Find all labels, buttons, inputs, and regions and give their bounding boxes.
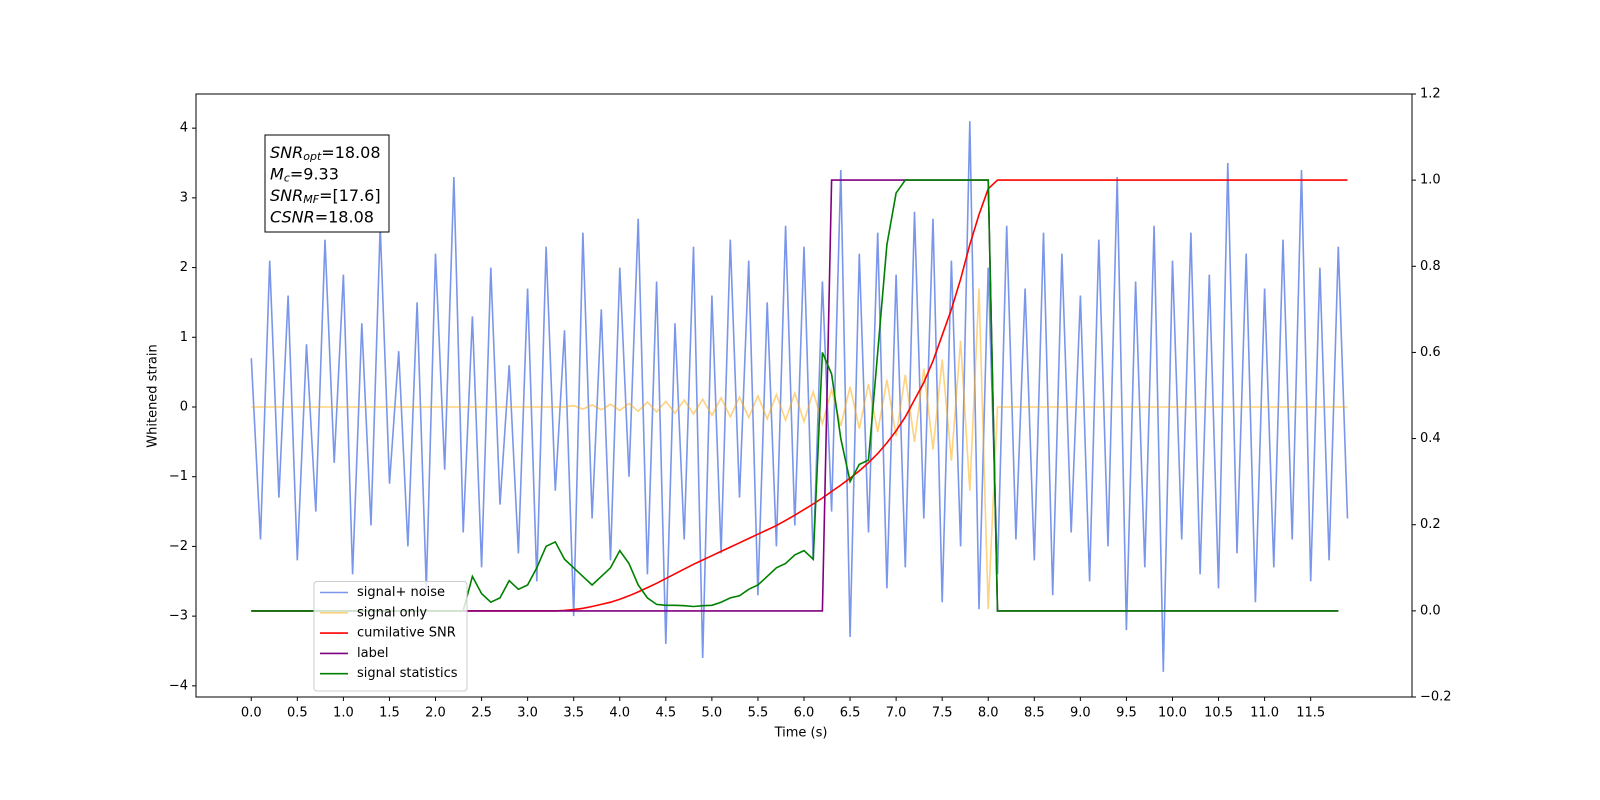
y-tick-label: 4 — [180, 121, 188, 136]
annotation-base: CSNR — [270, 207, 315, 226]
annotation-line: CSNR=18.08 — [270, 207, 374, 226]
legend-label: signal+ noise — [357, 585, 445, 600]
annotation-line: SNRMF=[17.6] — [270, 186, 381, 207]
y2-tick-label: 1.0 — [1420, 173, 1441, 188]
x-tick-label: 3.5 — [563, 706, 584, 721]
y-tick-label: −2 — [169, 539, 188, 554]
y2-tick-label: −0.2 — [1420, 690, 1452, 705]
annotation-line: SNRopt=18.08 — [270, 143, 381, 164]
x-tick-label: 8.5 — [1024, 706, 1045, 721]
x-tick-label: 10.0 — [1158, 706, 1187, 721]
x-tick-label: 11.0 — [1250, 706, 1279, 721]
annotation-rest: =18.08 — [315, 207, 374, 226]
x-tick-label: 2.0 — [425, 706, 446, 721]
x-tick-label: 5.5 — [748, 706, 769, 721]
x-tick-label: 11.5 — [1296, 706, 1325, 721]
legend-label: signal statistics — [357, 666, 458, 681]
x-tick-label: 9.5 — [1116, 706, 1137, 721]
annotation-base: M — [270, 164, 284, 183]
y-tick-label: 3 — [180, 190, 188, 205]
x-tick-label: 3.0 — [517, 706, 538, 721]
x-tick-label: 5.0 — [702, 706, 723, 721]
x-tick-label: 10.5 — [1204, 706, 1233, 721]
y2-tick-label: 0.2 — [1420, 517, 1441, 532]
x-tick-label: 6.5 — [840, 706, 861, 721]
x-tick-label: 8.0 — [978, 706, 999, 721]
x-tick-label: 7.0 — [886, 706, 907, 721]
y2-tick-label: 0.8 — [1420, 259, 1441, 274]
annotation-rest: =9.33 — [290, 164, 339, 183]
annotation-base: SNR — [270, 186, 303, 205]
annotation-rest: =18.08 — [321, 143, 380, 162]
y2-tick-label: 0.6 — [1420, 345, 1441, 360]
x-tick-label: 6.0 — [794, 706, 815, 721]
x-tick-label: 1.5 — [379, 706, 400, 721]
y-tick-label: 2 — [180, 260, 188, 275]
y2-tick-label: 1.2 — [1420, 87, 1441, 102]
legend-label: cumilative SNR — [357, 626, 456, 641]
y-tick-label: −1 — [169, 469, 188, 484]
annotation-base: SNR — [270, 143, 303, 162]
y-tick-label: −3 — [169, 609, 188, 624]
series-line — [250, 121, 1349, 672]
annotation: SNRopt=18.08Mc=9.33SNRMF=[17.6]CSNR=18.0… — [264, 134, 390, 233]
x-tick-label: 7.5 — [932, 706, 953, 721]
x-tick-label: 0.5 — [287, 706, 308, 721]
x-tick-label: 9.0 — [1070, 706, 1091, 721]
y-tick-label: 1 — [180, 330, 188, 345]
annotation-line: Mc=9.33 — [270, 164, 339, 185]
annotation-rest: =[17.6] — [319, 186, 381, 205]
annotation-sub: c — [284, 172, 290, 185]
legend: signal+ noise signal only cumilative SNR la… — [313, 581, 468, 692]
y-tick-label: −4 — [169, 678, 188, 693]
series-line — [251, 288, 1348, 610]
annotation-box — [264, 134, 390, 233]
legend-label: signal only — [357, 605, 427, 620]
legend-box — [313, 581, 468, 692]
y2-tick-label: 0.0 — [1420, 603, 1441, 618]
x-tick-label: 2.5 — [471, 706, 492, 721]
annotation-sub: opt — [303, 150, 322, 163]
x-tick-label: 0.0 — [241, 706, 262, 721]
x-axis-label: Time (s) — [774, 726, 828, 741]
x-tick-label: 1.0 — [333, 706, 354, 721]
x-tick-label: 4.0 — [609, 706, 630, 721]
annotation-sub: MF — [303, 193, 319, 206]
x-tick-label: 4.5 — [655, 706, 676, 721]
legend-label: label — [357, 646, 388, 661]
y-tick-label: 0 — [180, 400, 188, 415]
y-axis-label: Whitened strain — [146, 344, 161, 447]
y2-tick-label: 0.4 — [1420, 431, 1441, 446]
